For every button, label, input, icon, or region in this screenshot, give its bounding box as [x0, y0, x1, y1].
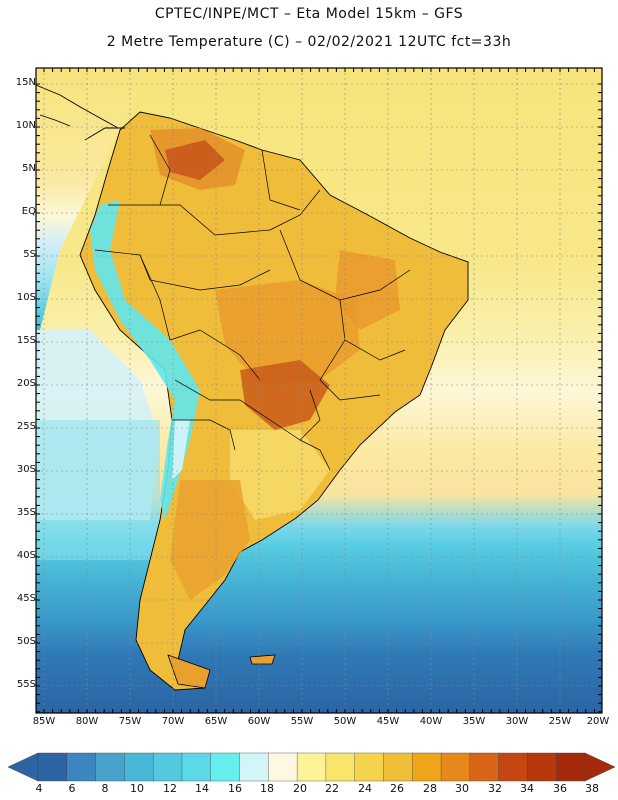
- country-borders: [94, 134, 411, 471]
- colorbar-label: 30: [455, 782, 469, 795]
- colorbar-label: 22: [325, 782, 339, 795]
- colorbar-label: 34: [520, 782, 534, 795]
- colorbar-cell: [556, 752, 586, 782]
- map-frame: [35, 67, 603, 714]
- lon-label: 85W: [32, 716, 56, 727]
- central-america-coast: [36, 84, 125, 141]
- colorbar-cell: [498, 752, 529, 782]
- colorbar-cell: [325, 752, 356, 782]
- hot-region-paraguay: [240, 360, 330, 430]
- falkland-islands: [249, 654, 276, 665]
- colorbar-cell: [383, 752, 413, 782]
- lat-label: 10S: [16, 292, 36, 303]
- colorbar-cell: [37, 752, 68, 782]
- lat-label: 40S: [16, 550, 36, 561]
- colorbar-label: 38: [585, 782, 599, 795]
- tierra-del-fuego: [167, 654, 211, 689]
- lat-label: 30S: [16, 464, 36, 475]
- colorbar-cell: [210, 752, 241, 782]
- pacific-ocean-field: [36, 68, 150, 420]
- lon-label: 40W: [419, 716, 443, 727]
- lon-label: 75W: [118, 716, 142, 727]
- lat-label: EQ: [21, 206, 36, 217]
- colorbar-cell: [181, 752, 212, 782]
- colorbar-cell: [124, 752, 154, 782]
- colorbar-label: 18: [260, 782, 274, 795]
- colorbar-label: 36: [553, 782, 567, 795]
- lat-label: 35S: [16, 507, 36, 518]
- colorbar-label: 20: [293, 782, 307, 795]
- lat-label: 55S: [16, 679, 36, 690]
- colorbar-cell: [152, 752, 183, 782]
- colorbar-cell: [239, 752, 269, 782]
- colorbar-cell: [412, 752, 442, 782]
- chart-title-line-2: 2 Metre Temperature (C) – 02/02/2021 12U…: [106, 34, 512, 50]
- colorbar-label: 4: [35, 782, 43, 795]
- lat-label: 10N: [15, 120, 36, 131]
- lat-label: 15N: [15, 77, 36, 88]
- colorbar-label: 16: [228, 782, 242, 795]
- colorbar-label: 8: [101, 782, 109, 795]
- lon-label: 30W: [505, 716, 529, 727]
- colorbar-label: 24: [358, 782, 372, 795]
- colorbar-cell: [527, 752, 557, 782]
- lat-label: 20S: [16, 378, 36, 389]
- colorbar-label: 6: [68, 782, 76, 795]
- lon-label: 55W: [290, 716, 314, 727]
- warm-region-brazil-east: [335, 250, 400, 330]
- colorbar-label: 10: [130, 782, 144, 795]
- colorbar-label: 26: [390, 782, 404, 795]
- axis-ticks: [36, 68, 602, 713]
- colorbar-cell: [296, 752, 327, 782]
- lat-label: 5N: [22, 163, 36, 174]
- chart-title-line-1: CPTEC/INPE/MCT – Eta Model 15km – GFS: [154, 6, 464, 22]
- mild-region-south: [230, 430, 330, 520]
- gridlines: [36, 68, 602, 713]
- lat-label: 15S: [16, 335, 36, 346]
- colorbar-cell: [469, 752, 500, 782]
- colorbar-label: 28: [423, 782, 437, 795]
- lon-label: 65W: [204, 716, 228, 727]
- andes-snow-region: [172, 420, 190, 480]
- lon-label: 70W: [161, 716, 185, 727]
- lon-label: 50W: [333, 716, 357, 727]
- colorbar: [7, 752, 616, 782]
- lat-label: 45S: [16, 593, 36, 604]
- colorbar-label: 32: [488, 782, 502, 795]
- colorbar-low-arrow: [7, 752, 39, 782]
- colorbar-high-arrow: [584, 752, 616, 782]
- colorbar-cell: [354, 752, 385, 782]
- lon-label: 25W: [548, 716, 572, 727]
- warm-region-patagonia: [170, 480, 250, 600]
- pacific-cold-region: [36, 420, 160, 560]
- lon-label: 45W: [376, 716, 400, 727]
- lat-label: 5S: [23, 249, 36, 260]
- lon-label: 20W: [586, 716, 610, 727]
- hot-region-venezuela: [165, 140, 225, 180]
- colorbar-cell: [268, 752, 298, 782]
- colorbar-cell: [440, 752, 471, 782]
- colorbar-label: 12: [163, 782, 177, 795]
- colorbar-cell: [66, 752, 97, 782]
- lat-label: 50S: [16, 636, 36, 647]
- warm-region-central: [215, 280, 360, 385]
- lon-label: 35W: [462, 716, 486, 727]
- lon-label: 80W: [75, 716, 99, 727]
- colorbar-label: 14: [195, 782, 209, 795]
- andes-cold-region: [90, 200, 200, 520]
- colorbar-cell: [95, 752, 125, 782]
- lat-label: 25S: [16, 421, 36, 432]
- lon-label: 60W: [247, 716, 271, 727]
